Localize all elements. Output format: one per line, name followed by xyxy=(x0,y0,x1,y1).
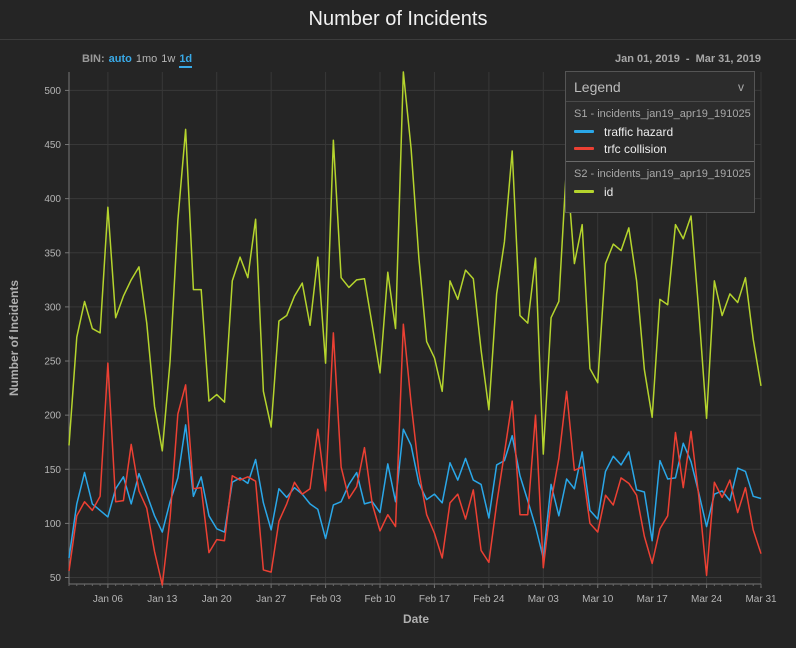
x-axis-ticks: Jan 06 Jan 13 Jan 20 Jan 27 Feb 03 Feb 10 Feb … xyxy=(68,584,777,605)
x-tick-label: Mar 17 xyxy=(637,594,669,605)
bin-option-1d[interactable]: 1d xyxy=(179,53,193,68)
chart-header: Number of Incidents xyxy=(0,0,796,40)
y-tick-label: 450 xyxy=(44,140,61,151)
legend-group-s2: S2 - incidents_jan19_apr19_191025 id xyxy=(566,161,754,204)
x-tick-label: Mar 10 xyxy=(582,594,614,605)
y-tick-label: 300 xyxy=(44,302,61,313)
axes xyxy=(68,72,761,585)
x-tick-label: Feb 17 xyxy=(419,594,451,605)
legend-entry-label: trfc collision xyxy=(604,141,667,156)
y-axis-label: Number of Incidents xyxy=(7,280,21,396)
legend-entry-trfc-collision[interactable]: trfc collision xyxy=(574,140,746,157)
legend-entry-traffic-hazard[interactable]: traffic hazard xyxy=(574,123,746,140)
legend-panel: Legend v S1 - incidents_jan19_apr19_1910… xyxy=(565,71,755,213)
y-tick-label: 250 xyxy=(44,357,61,368)
x-tick-label: Feb 10 xyxy=(364,594,396,605)
bin-selector: BIN: auto 1mo 1w 1d xyxy=(82,53,193,68)
y-tick-label: 100 xyxy=(44,519,61,530)
series-line-trfc-collision xyxy=(68,323,762,586)
date-range-end: Mar 31, 2019 xyxy=(695,53,761,65)
x-tick-label: Mar 03 xyxy=(528,594,560,605)
y-tick-label: 200 xyxy=(44,411,61,422)
y-axis-ticks: 50 100 150 200 250 300 350 400 450 500 xyxy=(44,86,69,584)
x-tick-label: Jan 13 xyxy=(147,594,177,605)
x-tick-label: Mar 24 xyxy=(691,594,723,605)
series-line-id xyxy=(68,71,762,455)
legend-swatch xyxy=(574,147,594,150)
x-tick-label: Feb 03 xyxy=(310,594,342,605)
legend-source: S2 - incidents_jan19_apr19_191025 xyxy=(574,168,751,180)
bin-option-auto[interactable]: auto xyxy=(108,53,132,65)
y-tick-label: 50 xyxy=(50,573,62,584)
legend-entry-id[interactable]: id xyxy=(574,183,746,200)
y-tick-label: 400 xyxy=(44,194,61,205)
legend-entry-label: traffic hazard xyxy=(604,124,674,139)
y-tick-label: 350 xyxy=(44,248,61,259)
x-tick-label: Mar 31 xyxy=(745,594,777,605)
legend-title: Legend xyxy=(574,78,621,95)
x-axis-label: Date xyxy=(403,612,429,626)
legend-swatch xyxy=(574,190,594,193)
x-tick-label: Feb 24 xyxy=(473,594,505,605)
legend-swatch xyxy=(574,130,594,133)
chart-title: Number of Incidents xyxy=(308,8,488,30)
series-lines xyxy=(68,71,762,586)
y-tick-label: 500 xyxy=(44,86,61,97)
x-tick-label: Jan 27 xyxy=(256,594,286,605)
date-range: Jan 01, 2019 - Mar 31, 2019 xyxy=(615,53,761,65)
legend-source: S1 - incidents_jan19_apr19_191025 xyxy=(574,108,751,120)
chevron-down-icon[interactable]: v xyxy=(738,79,744,94)
bin-option-1mo[interactable]: 1mo xyxy=(135,53,158,65)
date-range-separator: - xyxy=(685,53,690,65)
series-line-traffic-hazard xyxy=(68,424,762,559)
x-tick-label: Jan 20 xyxy=(202,594,232,605)
legend-entry-label: id xyxy=(604,184,614,199)
bin-option-1w[interactable]: 1w xyxy=(161,53,176,65)
legend-header[interactable]: Legend v xyxy=(566,72,754,102)
bin-label: BIN: xyxy=(82,53,105,65)
legend-group-s1: S1 - incidents_jan19_apr19_191025 traffi… xyxy=(566,102,754,161)
x-tick-label: Jan 06 xyxy=(93,594,123,605)
date-range-start: Jan 01, 2019 xyxy=(615,53,680,65)
y-tick-label: 150 xyxy=(44,465,61,476)
